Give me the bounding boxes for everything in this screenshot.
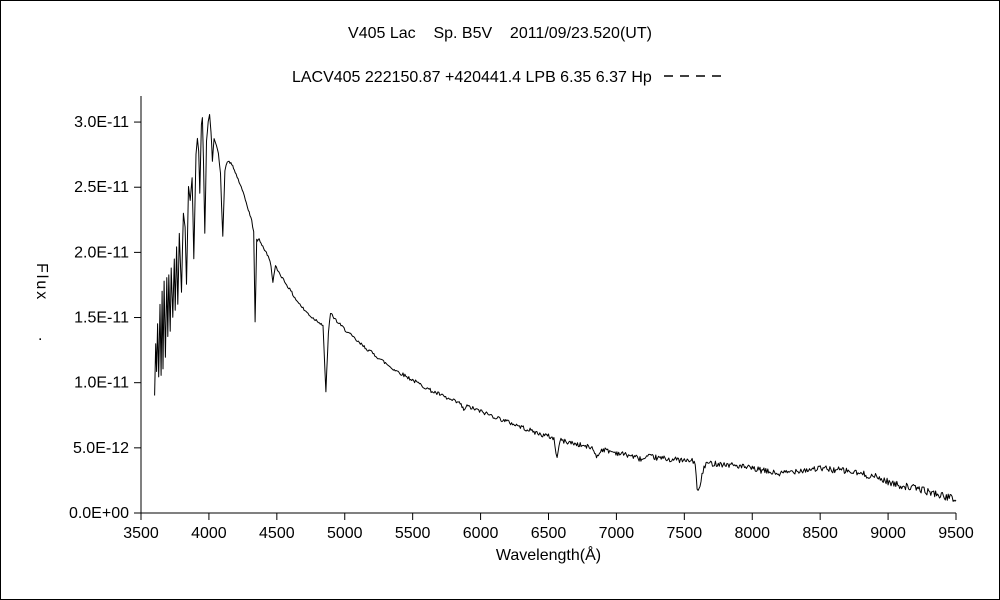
x-tick-label: 6000 bbox=[463, 525, 499, 542]
y-tick-label: 2.0E-11 bbox=[74, 244, 129, 261]
x-tick-label: 8000 bbox=[734, 525, 770, 542]
x-axis-label: Wavelength(Å) bbox=[495, 547, 602, 564]
x-tick-label: 9500 bbox=[938, 525, 974, 542]
x-tick-label: 7000 bbox=[599, 525, 635, 542]
chart-title: V405 Lac Sp. B5V 2011/09/23.520(UT) bbox=[348, 25, 652, 42]
x-tick-label: 3500 bbox=[123, 525, 159, 542]
x-tick-label: 7500 bbox=[667, 525, 703, 542]
x-tick-label: 4500 bbox=[259, 525, 295, 542]
y-tick-label: 0.0E+00 bbox=[69, 505, 129, 522]
x-tick-label: 8500 bbox=[802, 525, 838, 542]
y-axis-label: Flux bbox=[33, 263, 50, 302]
y-tick-label: 1.5E-11 bbox=[74, 310, 129, 327]
x-tick-label: 4000 bbox=[191, 525, 227, 542]
spectrum-line bbox=[154, 114, 957, 502]
x-tick-label: 5000 bbox=[327, 525, 363, 542]
x-tick-label: 5500 bbox=[395, 525, 431, 542]
x-tick-label: 9000 bbox=[870, 525, 906, 542]
y-tick-label: 5.0E-12 bbox=[73, 440, 129, 457]
chart-subtitle-row: LACV405 222150.87 +420441.4 LPB 6.35 6.3… bbox=[1, 51, 999, 105]
y-axis-label-dot: . bbox=[38, 327, 43, 344]
chart-subtitle: LACV405 222150.87 +420441.4 LPB 6.35 6.3… bbox=[291, 69, 652, 86]
y-tick-label: 3.0E-11 bbox=[74, 114, 129, 131]
y-tick-label: 1.0E-11 bbox=[74, 375, 129, 392]
y-tick-label: 2.5E-11 bbox=[74, 179, 129, 196]
x-tick-label: 6500 bbox=[531, 525, 567, 542]
legend-dash-line bbox=[663, 75, 724, 78]
